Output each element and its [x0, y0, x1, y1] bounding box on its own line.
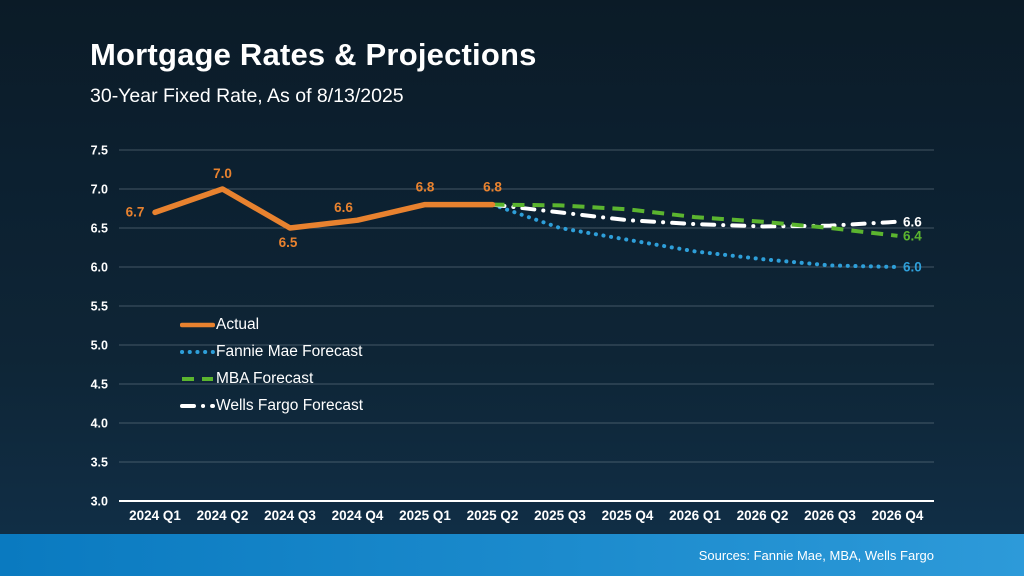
legend-item-wells-fargo: Wells Fargo Forecast	[180, 392, 363, 419]
x-axis-label: 2026 Q2	[737, 508, 789, 523]
mba-line-swatch-icon	[182, 376, 213, 381]
forecast-end-label: 6.0	[903, 260, 922, 275]
actual-data-label: 6.7	[126, 204, 145, 219]
legend-item-fannie-mae: Fannie Mae Forecast	[180, 338, 363, 365]
x-axis-label: 2024 Q4	[332, 508, 384, 523]
forecast-end-label: 6.6	[903, 214, 922, 229]
fannie-mae-line-swatch-icon	[180, 349, 215, 354]
actual-data-label: 6.6	[334, 200, 353, 215]
y-tick-label: 6.5	[91, 222, 108, 236]
y-tick-label: 7.5	[91, 144, 108, 158]
footer-bar: Sources: Fannie Mae, MBA, Wells Fargo	[0, 534, 1024, 576]
series-line-mba-forecast	[492, 202, 898, 238]
x-axis-label: 2024 Q1	[129, 508, 181, 523]
forecast-end-label: 6.4	[903, 228, 922, 243]
x-axis-label: 2025 Q2	[467, 508, 519, 523]
page-subtitle: 30-Year Fixed Rate, As of 8/13/2025	[90, 85, 404, 107]
x-axis-label: 2025 Q1	[399, 508, 451, 523]
wells-fargo-line-swatch-icon	[180, 403, 215, 408]
y-tick-label: 3.5	[91, 456, 108, 470]
y-tick-label: 4.0	[91, 417, 108, 431]
legend-item-actual: Actual	[180, 311, 363, 338]
y-tick-label: 4.5	[91, 378, 108, 392]
y-tick-label: 7.0	[91, 183, 108, 197]
x-axis-label: 2024 Q3	[264, 508, 316, 523]
legend-label-mba: MBA Forecast	[216, 369, 314, 387]
x-axis-label: 2025 Q4	[602, 508, 654, 523]
actual-line-swatch-icon	[180, 322, 215, 327]
actual-data-label: 6.5	[279, 235, 298, 250]
actual-data-label: 6.8	[483, 180, 502, 195]
x-axis-label: 2026 Q4	[872, 508, 924, 523]
legend-label-actual: Actual	[216, 315, 260, 333]
series-line-actual	[152, 186, 496, 231]
x-axis-label: 2026 Q3	[804, 508, 856, 523]
x-axis-label: 2025 Q3	[534, 508, 586, 523]
y-tick-label: 5.5	[91, 300, 108, 314]
y-tick-label: 3.0	[91, 495, 108, 509]
x-axis-label: 2024 Q2	[197, 508, 249, 523]
series-line-wells-fargo-forecast	[490, 202, 900, 229]
y-tick-label: 5.0	[91, 339, 108, 353]
legend-item-mba: MBA Forecast	[180, 365, 363, 392]
actual-data-label: 6.8	[416, 180, 435, 195]
y-tick-label: 6.0	[91, 261, 108, 275]
series-line-fannie-mae-forecast	[490, 202, 900, 269]
x-axis-label: 2026 Q1	[669, 508, 721, 523]
actual-data-label: 7.0	[213, 166, 232, 181]
chart-legend: Actual Fannie Mae Forecast MBA Forecast …	[180, 311, 363, 419]
page-title: Mortgage Rates & Projections	[90, 37, 537, 72]
legend-label-fannie-mae: Fannie Mae Forecast	[216, 342, 363, 360]
legend-label-wells-fargo: Wells Fargo Forecast	[216, 396, 364, 414]
sources-text: Sources: Fannie Mae, MBA, Wells Fargo	[698, 547, 934, 563]
